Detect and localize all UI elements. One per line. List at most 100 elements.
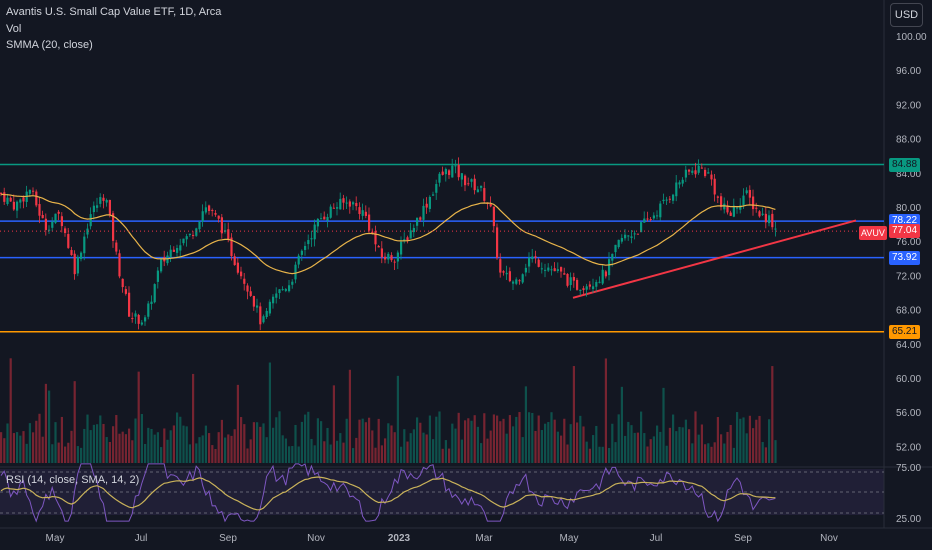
volume-bar (352, 448, 355, 463)
volume-bar (630, 425, 633, 463)
candle (112, 213, 115, 241)
volume-bar (281, 435, 284, 463)
smma-legend: SMMA (20, close) (6, 39, 93, 51)
volume-bar (483, 413, 486, 463)
volume-bar (627, 421, 630, 463)
candle (457, 164, 460, 178)
volume-bar (672, 414, 675, 463)
candle (713, 178, 716, 195)
volume-bar (720, 434, 723, 463)
candle (681, 179, 684, 184)
volume-bar (752, 428, 755, 463)
volume-bar (688, 429, 691, 463)
candle (326, 216, 329, 221)
volume-bar (636, 432, 639, 463)
volume-bar (371, 430, 374, 463)
volume-bar (153, 434, 156, 463)
candle (569, 277, 572, 286)
time-axis-label: Jul (650, 533, 663, 544)
candle (89, 214, 92, 227)
volume-bar (502, 418, 505, 463)
candle (41, 214, 44, 219)
volume-bar (108, 442, 111, 463)
volume-bar (579, 415, 582, 463)
volume-bar (294, 424, 297, 463)
candle (214, 213, 217, 215)
candle (428, 196, 431, 209)
volume-bar (515, 416, 518, 463)
candle (675, 182, 678, 197)
volume-bar (134, 418, 137, 463)
candle (12, 201, 15, 210)
candle (320, 218, 323, 220)
volume-bar (588, 448, 591, 463)
candle (553, 268, 556, 272)
candle (342, 198, 345, 203)
price-tick-label: 64.00 (896, 340, 921, 351)
volume-bar (665, 445, 668, 463)
volume-bar (745, 433, 748, 463)
chart-title: Avantis U.S. Small Cap Value ETF, 1D, Ar… (6, 6, 222, 18)
volume-bar (707, 443, 710, 463)
candle (515, 279, 518, 284)
volume-bar (192, 373, 195, 463)
volume-bar (684, 419, 687, 463)
candle (672, 194, 675, 201)
volume-bar (553, 419, 556, 463)
volume-legend: Vol (6, 23, 22, 35)
volume-bar (496, 415, 499, 463)
volume-bar (76, 446, 79, 463)
volume-bar (252, 422, 255, 463)
candle (345, 202, 348, 204)
volume-bar (288, 446, 291, 463)
candle (643, 218, 646, 223)
candle (160, 259, 163, 272)
volume-bar (339, 433, 342, 463)
candle (188, 233, 191, 236)
volume-bar (614, 442, 617, 463)
volume-bar (694, 411, 697, 463)
volume-bar (329, 444, 332, 463)
candle (246, 285, 249, 292)
candle (377, 245, 380, 248)
volume-bar (147, 427, 150, 463)
candle (307, 240, 310, 245)
volume-bar (83, 428, 86, 463)
currency-button[interactable]: USD (890, 3, 923, 27)
volume-bar (617, 414, 620, 463)
candle (470, 179, 473, 182)
volume-bar (678, 426, 681, 463)
candle (409, 230, 412, 239)
volume-bar (380, 445, 383, 463)
candle (742, 195, 745, 206)
volume-bar (556, 431, 559, 463)
volume-bar (57, 442, 60, 463)
candle (640, 222, 643, 233)
volume-bar (131, 440, 134, 463)
volume-bar (739, 418, 742, 463)
price-axis-labels: 100.00 96.00 92.00 88.00 84.00 80.00 76.00 72.0… (896, 32, 927, 453)
candle (352, 202, 355, 205)
volume-bar (748, 415, 751, 463)
volume-bar (9, 358, 12, 463)
candle (48, 229, 51, 231)
candle (288, 285, 291, 292)
volume-bar (601, 446, 604, 463)
candle (505, 272, 508, 275)
volume-bar (512, 426, 515, 463)
volume-bar (332, 385, 335, 463)
candle (774, 228, 777, 230)
candle (748, 189, 751, 198)
candle (697, 166, 700, 173)
candle (358, 207, 361, 215)
volume-bar (320, 421, 323, 463)
time-axis-label: Sep (734, 533, 752, 544)
volume-bar (547, 422, 550, 463)
candle (630, 236, 633, 238)
time-axis-label: May (560, 533, 579, 544)
time-axis-label: May (46, 533, 65, 544)
volume-bar (105, 437, 108, 463)
volume-bar (67, 442, 70, 463)
